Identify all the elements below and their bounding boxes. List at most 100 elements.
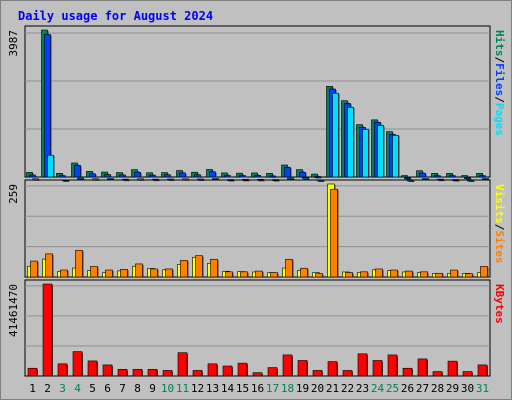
- side-label-top: Hits/Files/Pages: [493, 30, 506, 136]
- side-label-part: /: [493, 96, 506, 103]
- bar-shadow: [453, 180, 460, 182]
- bar-files-day-1: [29, 174, 36, 178]
- side-label-part: Hits: [493, 30, 506, 57]
- bar-sites-day-2: [45, 253, 53, 278]
- bar-sites-day-12: [195, 255, 203, 278]
- x-tick-label: 16: [251, 382, 264, 395]
- x-tick-label: 28: [431, 382, 444, 395]
- bar-pages-day-13: [212, 178, 219, 180]
- bar-pages-day-21: [332, 92, 339, 178]
- bar-kbytes-day-21: [327, 361, 338, 377]
- bar-sites-day-13: [210, 258, 218, 278]
- bar-sites-day-21: [330, 188, 338, 278]
- side-label-part: KBytes: [493, 284, 506, 324]
- bar-sites-day-1: [30, 260, 38, 278]
- bar-kbytes-day-17: [267, 367, 278, 377]
- x-tick-label: 19: [296, 382, 309, 395]
- x-tick-label: 18: [281, 382, 294, 395]
- bar-files-day-12: [194, 174, 201, 178]
- bar-pages-day-22: [347, 106, 354, 178]
- bar-files-day-28: [434, 175, 441, 178]
- bar-files-day-19: [299, 171, 306, 178]
- bar-kbytes-day-15: [237, 362, 248, 377]
- x-tick-label: 12: [191, 382, 204, 395]
- bar-kbytes-day-24: [372, 360, 383, 377]
- bar-files-day-17: [269, 175, 276, 178]
- bar-shadow: [465, 178, 472, 180]
- bar-files-day-9: [149, 174, 156, 178]
- bar-files-day-27: [419, 172, 426, 178]
- x-tick-label: 6: [104, 382, 111, 395]
- bar-shadow: [273, 180, 280, 182]
- panel-bottom: 41461470 KBytes: [7, 279, 506, 377]
- panel-middle: 259 Visits/Sites: [7, 179, 506, 278]
- bar-files-day-26: [404, 177, 411, 180]
- panel-top: 3987 Hits/Files/Pages: [7, 25, 506, 182]
- bar-pages-day-2: [47, 154, 54, 178]
- bar-kbytes-day-29: [447, 360, 458, 377]
- bar-sites-day-29: [450, 269, 458, 278]
- bar-files-day-16: [254, 175, 261, 178]
- x-tick-label: 1: [29, 382, 36, 395]
- bar-sites-day-20: [315, 273, 323, 278]
- bar-sites-day-5: [90, 266, 98, 278]
- side-label-part: Sites: [493, 230, 506, 263]
- bar-pages-day-18: [287, 177, 294, 180]
- bar-sites-day-24: [375, 268, 383, 278]
- bar-kbytes-day-28: [432, 371, 443, 377]
- bar-kbytes-day-2: [42, 283, 53, 377]
- bar-kbytes-day-14: [222, 365, 233, 377]
- bar-sites-day-19: [300, 267, 308, 278]
- x-tick-label: 21: [326, 382, 339, 395]
- x-tick-label: 31: [476, 382, 489, 395]
- bar-kbytes-day-23: [357, 353, 368, 377]
- x-tick-label: 15: [236, 382, 249, 395]
- bar-kbytes-day-5: [87, 360, 98, 377]
- bar-files-day-13: [209, 171, 216, 178]
- x-tick-label: 27: [416, 382, 429, 395]
- bar-files-day-18: [284, 167, 291, 178]
- bar-sites-day-11: [180, 260, 188, 278]
- bar-files-day-14: [224, 175, 231, 178]
- bar-sites-day-16: [255, 270, 263, 278]
- bar-sites-day-15: [240, 271, 248, 278]
- x-tick-label: 29: [446, 382, 459, 395]
- bar-shadow: [303, 178, 310, 180]
- x-tick-label: 23: [356, 382, 369, 395]
- bar-kbytes-day-12: [192, 370, 203, 377]
- bar-kbytes-day-8: [132, 369, 143, 377]
- bar-sites-day-30: [465, 273, 473, 278]
- bar-files-day-11: [179, 172, 186, 178]
- bar-shadow: [243, 180, 250, 182]
- bar-kbytes-day-3: [57, 363, 68, 377]
- x-tick-label: 5: [89, 382, 96, 395]
- bar-sites-day-26: [405, 270, 413, 278]
- bar-sites-day-9: [150, 268, 158, 278]
- bar-shadow: [123, 180, 130, 182]
- scale-label-top: 3987: [7, 30, 20, 57]
- panel-frame-top: [24, 25, 491, 178]
- bar-sites-day-28: [435, 272, 443, 278]
- bar-files-day-20: [314, 176, 321, 178]
- bar-kbytes-day-10: [162, 370, 173, 377]
- x-axis-labels: 1 2 3 4 5 6 7 8 9 10 11 12 13 14 15 16 17 18 19 20 21 22 23 24 2…: [29, 382, 489, 395]
- bar-kbytes-day-9: [147, 369, 158, 377]
- bar-sites-day-18: [285, 258, 293, 278]
- x-tick-label: 4: [74, 382, 81, 395]
- bar-sites-day-17: [270, 272, 278, 278]
- bar-shadow: [438, 180, 445, 182]
- bar-kbytes-day-6: [102, 364, 113, 377]
- bar-files-day-5: [89, 173, 96, 178]
- side-label-middle: Visits/Sites: [493, 184, 506, 264]
- bar-pages-day-19: [302, 177, 309, 179]
- bar-shadow: [408, 181, 415, 182]
- bar-shadow: [318, 181, 325, 182]
- bar-files-day-4: [74, 165, 81, 178]
- bar-shadow: [270, 176, 277, 178]
- bar-kbytes-day-13: [207, 363, 218, 377]
- bar-hits-day-30: [461, 175, 468, 178]
- x-tick-label: 13: [206, 382, 219, 395]
- scale-label-middle: 259: [7, 184, 20, 204]
